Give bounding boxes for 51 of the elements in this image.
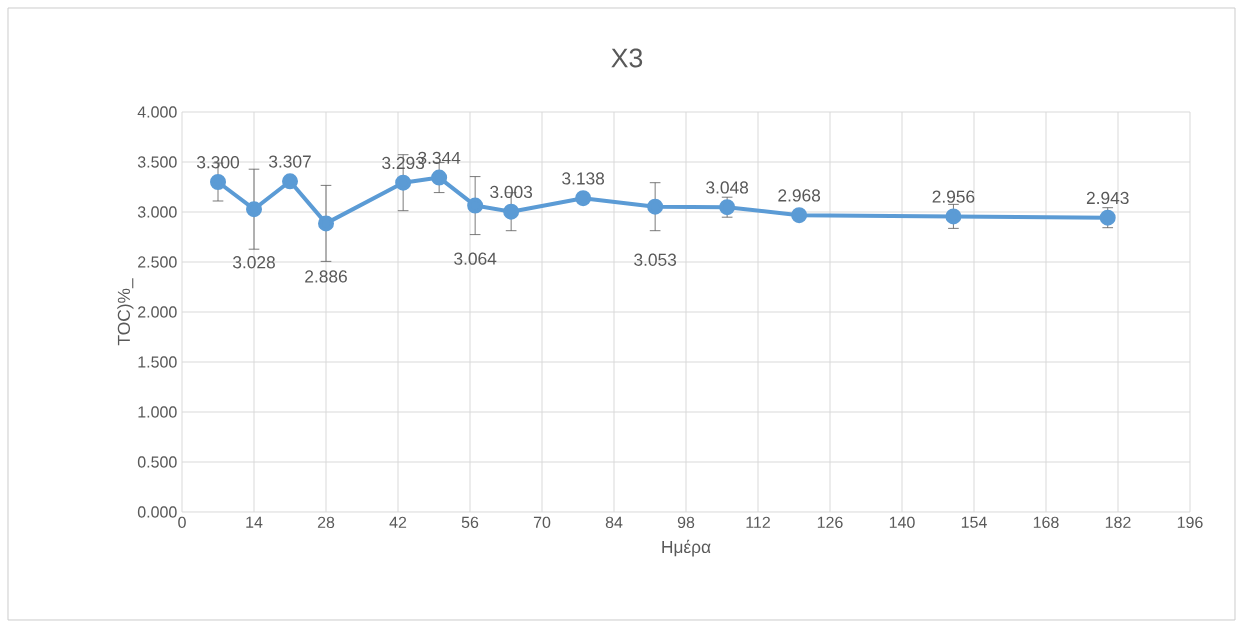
y-tick-label: 1.500 (138, 356, 177, 368)
data-label: 2.943 (1086, 191, 1129, 205)
x-tick-label: 182 (1105, 516, 1131, 529)
data-label: 3.048 (706, 181, 749, 194)
x-tick-label: 42 (389, 516, 407, 528)
point (318, 215, 335, 232)
data-label: 3.307 (268, 155, 311, 168)
data-label: 2.886 (305, 270, 347, 283)
x-tick-label: 126 (817, 516, 843, 529)
x-tick-label: 168 (1033, 516, 1059, 529)
point (282, 173, 299, 190)
point (503, 203, 520, 220)
data-label: 2.968 (778, 189, 821, 202)
point (945, 208, 962, 225)
data-label: 2.956 (932, 190, 975, 203)
y-tick-label: 0.500 (137, 456, 177, 468)
point (431, 169, 448, 186)
x-tick-label: 0 (178, 516, 186, 529)
x-tick-label: 56 (461, 516, 479, 529)
x-tick-label: 196 (1177, 516, 1203, 529)
y-tick-label: 2.000 (138, 306, 177, 318)
y-tick-label: 3.000 (137, 206, 177, 218)
chart-title: X3 (611, 48, 643, 68)
x-tick-label: 28 (317, 516, 335, 529)
point (791, 207, 808, 224)
point (575, 190, 592, 207)
x-tick-label: 70 (533, 516, 551, 529)
point (647, 198, 664, 215)
point (210, 173, 227, 190)
x-tick-label: 14 (246, 516, 263, 528)
data-label: 3.138 (562, 172, 605, 185)
y-tick-label: 1.000 (138, 406, 177, 418)
x-tick-label: 112 (746, 516, 770, 528)
y-tick-label: 4.000 (137, 106, 177, 118)
y-tick-label: 3.500 (137, 156, 177, 168)
data-label: 3.053 (634, 253, 677, 266)
data-label: 3.003 (490, 185, 533, 199)
y-tick-label: 2.500 (138, 256, 177, 268)
x-tick-label: 84 (605, 516, 623, 529)
data-label: 3.028 (232, 256, 275, 269)
point (395, 174, 412, 191)
y-axis-title: TOC)%_ (117, 278, 134, 346)
x-tick-label: 154 (961, 516, 987, 528)
x-tick-label: 98 (677, 516, 695, 529)
x-axis-title: Ημέρα (662, 539, 711, 557)
point (467, 197, 484, 214)
data-label: 3.064 (454, 252, 497, 265)
point (246, 201, 263, 218)
x-tick-label: 140 (889, 516, 915, 529)
y-tick-label: 0.000 (137, 506, 177, 518)
data-label: 3.300 (196, 156, 240, 169)
